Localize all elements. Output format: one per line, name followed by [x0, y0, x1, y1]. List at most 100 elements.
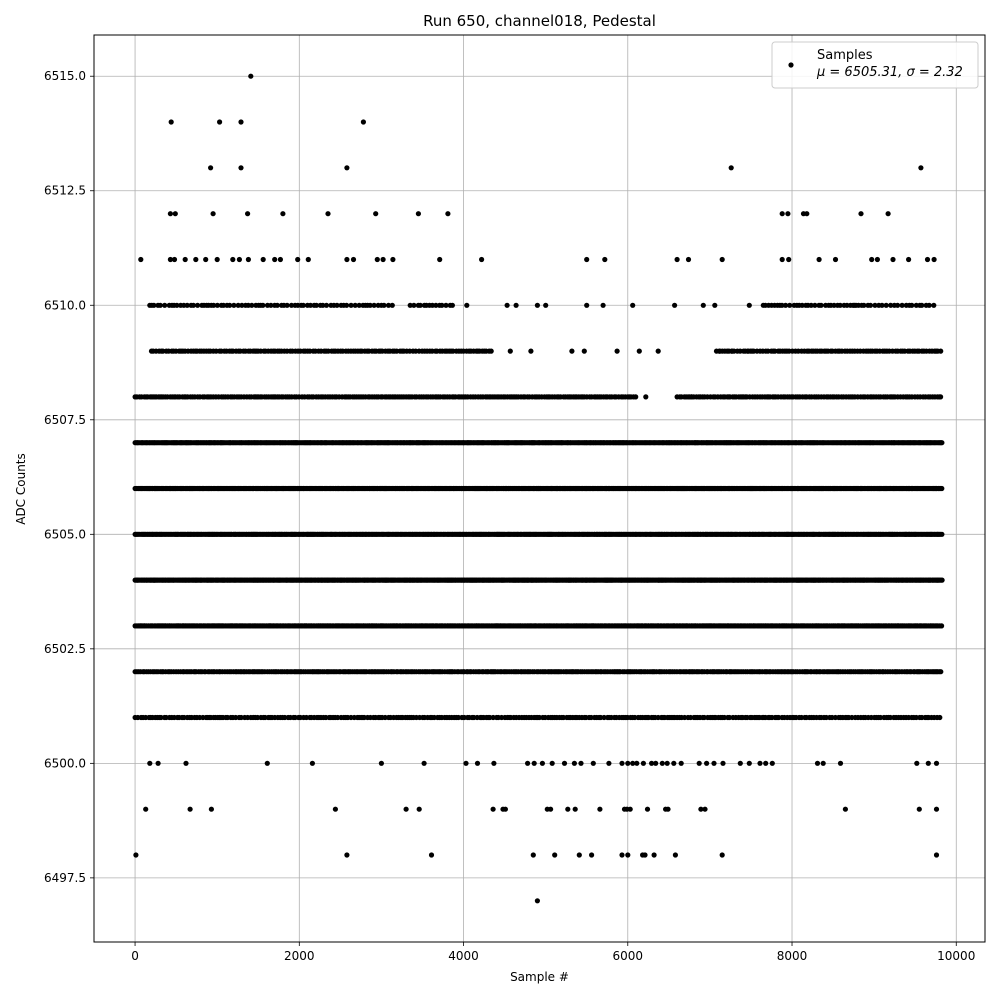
data-point [899, 302, 905, 308]
data-point [779, 211, 785, 217]
data-point [919, 302, 925, 308]
data-point [172, 211, 178, 217]
data-point [238, 119, 244, 125]
data-point [909, 302, 915, 308]
data-point [280, 211, 286, 217]
data-point [195, 302, 201, 308]
data-point [288, 302, 295, 308]
data-point [785, 211, 791, 217]
data-point [284, 302, 290, 308]
data-point [407, 302, 413, 308]
data-point [325, 211, 331, 217]
data-point [937, 714, 943, 721]
data-point [883, 302, 889, 308]
data-point [939, 440, 945, 446]
data-point [348, 302, 354, 308]
data-point [381, 302, 387, 308]
data-point [938, 394, 944, 400]
data-point [411, 302, 417, 308]
data-point [211, 302, 217, 308]
data-point [295, 256, 301, 263]
data-point [939, 485, 945, 492]
data-point [728, 165, 734, 171]
data-point [371, 302, 377, 308]
data-point [352, 302, 358, 308]
data-point [918, 165, 924, 171]
data-point [203, 256, 209, 263]
data-point [938, 348, 944, 354]
data-point [867, 302, 874, 308]
data-point [162, 302, 168, 308]
data-point [872, 302, 878, 308]
data-point [812, 302, 818, 308]
data-point [445, 211, 451, 217]
data-point [274, 302, 280, 308]
data-point [861, 302, 867, 308]
data-point [360, 119, 366, 125]
data-point [260, 302, 266, 308]
data-point [151, 302, 157, 308]
data-point [373, 211, 379, 217]
data-point [307, 302, 314, 308]
data-point [249, 302, 255, 308]
data-points [132, 73, 945, 904]
data-point [184, 302, 190, 308]
data-point [217, 119, 223, 125]
data-point [926, 302, 932, 308]
data-point [231, 302, 237, 308]
data-point [138, 256, 144, 263]
data-point [799, 302, 805, 308]
data-point [344, 165, 350, 171]
data-point [157, 302, 163, 308]
data-point [260, 256, 266, 263]
data-point [238, 165, 244, 171]
data-point [939, 531, 945, 537]
data-point [818, 302, 824, 308]
data-point [415, 211, 421, 217]
data-point [167, 211, 173, 217]
data-point [417, 302, 423, 308]
data-point [193, 256, 199, 263]
data-point [858, 211, 864, 217]
data-point [235, 302, 241, 308]
data-point [885, 211, 891, 217]
data-point [433, 302, 439, 308]
data-point [939, 577, 945, 583]
data-point [931, 302, 937, 308]
data-point [230, 256, 236, 263]
data-point [783, 302, 789, 308]
data-point [313, 302, 319, 308]
data-point [488, 348, 494, 354]
data-point [190, 302, 196, 308]
data-point [182, 256, 188, 263]
data-point [367, 302, 373, 308]
data-point [208, 165, 214, 171]
data-point [808, 302, 814, 308]
data-point [439, 302, 445, 308]
data-point [272, 256, 278, 263]
data-point [779, 302, 785, 308]
data-point [323, 302, 330, 308]
data-point [449, 302, 455, 308]
data-point [245, 211, 251, 217]
data-point [385, 302, 392, 308]
data-point [938, 669, 944, 675]
data-point [210, 211, 216, 217]
data-point [320, 302, 326, 308]
data-point [837, 302, 843, 308]
data-point [168, 119, 174, 125]
data-point [895, 302, 901, 308]
data-point [227, 302, 233, 308]
data-point [214, 256, 220, 263]
data-point [804, 211, 810, 217]
data-point [248, 73, 254, 79]
data-point [171, 256, 178, 263]
data-point [174, 302, 180, 308]
data-point [787, 302, 793, 308]
data-point [443, 302, 449, 308]
data-point [277, 256, 283, 263]
data-point [334, 302, 340, 308]
data-point [300, 302, 306, 308]
